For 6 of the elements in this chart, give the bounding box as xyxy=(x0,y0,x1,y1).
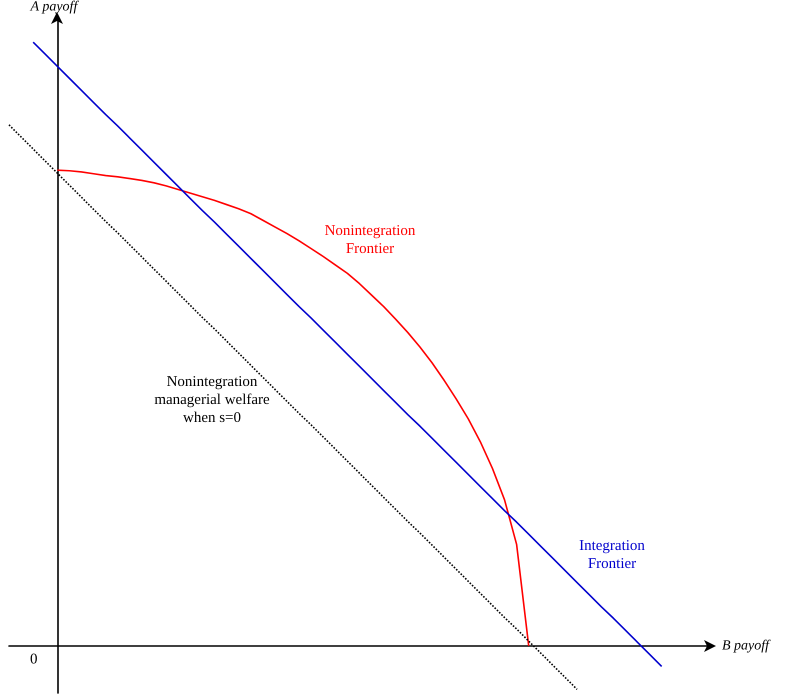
series-label: Integration Frontier xyxy=(579,538,646,572)
annotation: 0 xyxy=(30,651,38,668)
x-axis-title: B payoff xyxy=(722,638,772,654)
series-label: Nonintegration managerial welfare when s=0 xyxy=(154,374,270,426)
y-axis-title: A payoff xyxy=(30,0,80,14)
series-label: Nonintegration Frontier xyxy=(324,223,416,257)
